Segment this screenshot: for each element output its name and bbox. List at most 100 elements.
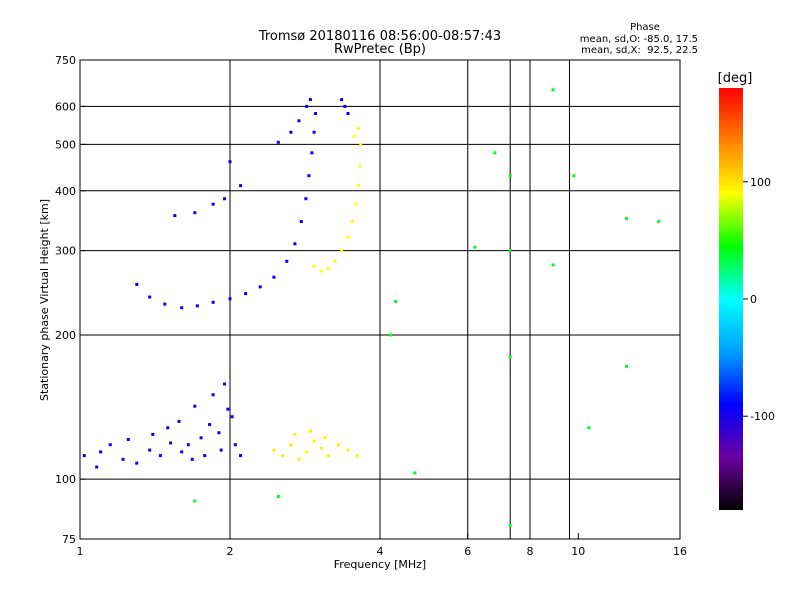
data-point (346, 111, 350, 115)
data-point (135, 282, 139, 286)
data-point (177, 419, 181, 423)
data-point (230, 415, 234, 419)
data-point (572, 174, 576, 178)
data-point (413, 471, 417, 475)
data-point (312, 264, 316, 268)
data-point (354, 202, 358, 206)
data-point (293, 432, 297, 436)
data-point (389, 333, 393, 337)
data-point (166, 426, 170, 430)
data-point (276, 140, 280, 144)
colorbar-ticks: 100 0 -100 (743, 176, 775, 423)
data-point (314, 111, 318, 115)
y-tick-label: 75 (62, 533, 76, 546)
data-point (121, 457, 125, 461)
data-point (108, 443, 112, 447)
data-point (180, 306, 184, 310)
colorbar-tick-label: 0 (750, 293, 757, 306)
data-point (272, 448, 276, 452)
axis-ticks: 1 2 4 6 8 10 16 75 100 200 300 400 500 600 750 (55, 54, 687, 558)
data-point (319, 446, 323, 450)
data-point (203, 454, 207, 458)
data-point (299, 220, 303, 224)
data-point (551, 263, 555, 267)
data-point (99, 450, 103, 454)
data-point (657, 220, 661, 224)
x-tick-label: 16 (673, 545, 687, 558)
data-point (350, 220, 354, 224)
data-point (289, 443, 293, 447)
data-point (239, 454, 243, 458)
colorbar (719, 88, 743, 510)
data-point (297, 119, 301, 123)
data-point (326, 454, 330, 458)
phase-stats-x: mean, sd,X: 92.5, 22.5 (581, 45, 698, 56)
data-point (346, 448, 350, 452)
chart-title: Tromsø 20180116 08:56:00-08:57:43 (258, 29, 501, 44)
data-point (199, 436, 203, 440)
data-point (319, 269, 323, 273)
data-point (195, 304, 199, 308)
x-tick-label: 4 (377, 545, 384, 558)
x-tick-label: 1 (77, 545, 84, 558)
data-point (180, 450, 184, 454)
data-point (340, 98, 344, 102)
y-tick-label: 400 (55, 185, 76, 198)
data-point (493, 151, 497, 155)
data-point (186, 443, 190, 447)
data-point (297, 457, 301, 461)
data-point (173, 214, 177, 218)
data-point (625, 364, 629, 368)
data-point (211, 393, 215, 397)
data-point (151, 432, 155, 436)
phase-stats-header: Phase (630, 22, 660, 33)
data-point (82, 454, 86, 458)
data-point (281, 454, 285, 458)
data-point (276, 494, 280, 498)
data-point (308, 98, 312, 102)
data-point (190, 457, 194, 461)
data-point (307, 174, 311, 178)
data-points (82, 88, 661, 528)
data-point (193, 404, 197, 408)
data-point (219, 448, 223, 452)
y-tick-label: 500 (55, 138, 76, 151)
data-point (193, 211, 197, 215)
data-point (508, 355, 512, 359)
data-point (258, 285, 262, 289)
data-point (326, 267, 330, 271)
data-point (211, 202, 215, 206)
data-point (508, 249, 512, 253)
data-point (233, 443, 237, 447)
data-point (148, 448, 152, 452)
data-point (310, 151, 314, 155)
data-point (587, 426, 591, 430)
data-point (625, 217, 629, 221)
data-point (126, 438, 130, 442)
x-tick-label: 8 (527, 545, 534, 558)
data-point (239, 184, 243, 188)
data-point (355, 454, 359, 458)
data-point (226, 407, 230, 411)
data-point (356, 126, 360, 130)
data-point (244, 292, 248, 296)
x-tick-label: 2 (227, 545, 234, 558)
y-tick-label: 300 (55, 245, 76, 258)
data-point (359, 142, 363, 146)
data-point (356, 184, 360, 188)
data-point (285, 259, 289, 263)
data-point (223, 382, 227, 386)
data-point (352, 134, 356, 138)
data-point (95, 465, 99, 469)
x-tick-label: 10 (571, 545, 585, 558)
colorbar-tick-label: 100 (750, 176, 771, 189)
data-point (135, 461, 139, 465)
data-point (336, 443, 340, 447)
data-point (323, 436, 327, 440)
data-point (193, 499, 197, 503)
x-tick-label: 6 (464, 545, 471, 558)
data-point (208, 423, 212, 427)
y-tick-label: 750 (55, 54, 76, 67)
data-point (308, 429, 312, 433)
